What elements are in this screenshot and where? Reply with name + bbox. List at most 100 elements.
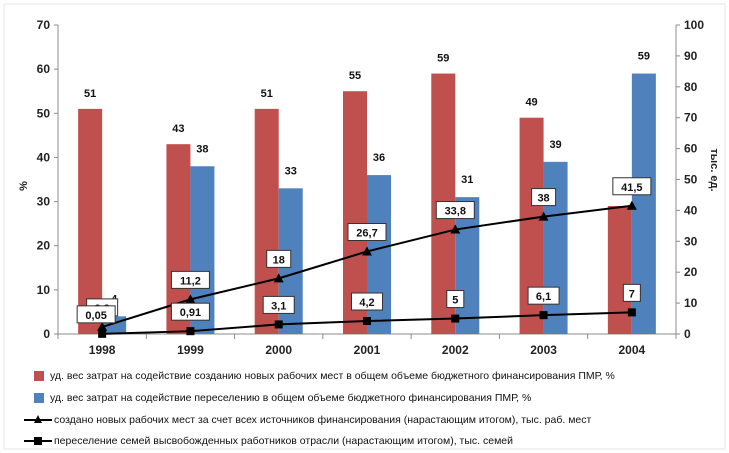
bar-data-label: 51 <box>261 88 273 100</box>
line-data-label-box <box>531 188 557 207</box>
line-data-label-box <box>76 305 116 324</box>
y-left-tick-label: 10 <box>37 283 51 297</box>
square-marker <box>98 329 107 338</box>
line-data-label-box <box>527 286 560 305</box>
line-data-label: 41,5 <box>612 177 652 196</box>
triangle-marker <box>450 224 461 234</box>
line-data-label-text: 0,91 <box>180 307 201 319</box>
x-tick-label: 2004 <box>619 343 646 357</box>
triangle-marker <box>626 200 637 210</box>
y-right-tick-label: 90 <box>684 49 698 63</box>
line-data-label-text: 5 <box>452 295 458 307</box>
line-data-label: 38 <box>531 188 557 207</box>
line-data-label-box <box>435 201 475 220</box>
y-right-tick-label: 30 <box>684 234 698 248</box>
lines <box>97 200 637 338</box>
line-data-label: 6,1 <box>527 286 560 305</box>
line-data-label-box <box>170 302 210 321</box>
bar-data-label: 36 <box>373 152 385 164</box>
bar-data-label: 51 <box>84 88 96 100</box>
line-data-label-text: 7 <box>629 288 635 300</box>
bar-data-label: 39 <box>549 139 561 151</box>
y-right-tick-label: 20 <box>684 265 698 279</box>
line-data-label: 18 <box>266 249 292 268</box>
square-marker <box>363 317 371 326</box>
line-data-label-text: 33,8 <box>445 206 466 218</box>
y-left-tick-label: 20 <box>37 239 51 253</box>
bar-data-label: 49 <box>525 97 537 109</box>
x-tick-label: 2003 <box>530 343 557 357</box>
line-data-label-text: 0,05 <box>85 310 106 322</box>
square-marker <box>274 320 283 329</box>
square-marker <box>627 308 636 317</box>
plot-area-border <box>3 3 726 450</box>
bar-data-label: 43 <box>172 123 184 135</box>
line-data-label: 0,05 <box>76 305 116 324</box>
y-right-axis-title: тыс. ед. <box>708 148 720 191</box>
y-right-tick-label: 60 <box>684 142 698 156</box>
y-left-tick-label: 50 <box>37 106 51 120</box>
line-data-label: 11,2 <box>170 270 210 289</box>
line-data-label-text: 3,1 <box>271 300 286 312</box>
y-left-tick-label: 0 <box>43 327 50 341</box>
y-right-tick-label: 100 <box>684 18 704 32</box>
x-tick-label: 2000 <box>265 343 292 357</box>
x-tick-label: 1999 <box>177 343 204 357</box>
line-data-label: 33,8 <box>435 201 475 220</box>
y-right-tick-label: 80 <box>684 80 698 94</box>
y-left-tick-label: 40 <box>37 150 51 164</box>
axes: 0 10 20 30 40 50 60 70 0 10 20 30 40 50 60 70 80 90 100 199… <box>37 18 705 357</box>
line-data-label-box <box>612 177 652 196</box>
bar-data-label: 55 <box>349 70 361 82</box>
bar <box>543 161 568 334</box>
triangle-marker <box>185 294 196 304</box>
bar-data-label: 59 <box>437 53 449 65</box>
line-data-label: 26,7 <box>347 222 387 241</box>
line-data-label-box <box>266 249 292 268</box>
y-left-tick-label: 70 <box>37 18 51 32</box>
line-data-label-text: 4,2 <box>359 297 374 309</box>
line-data-label-text: 38 <box>537 193 549 205</box>
line-data-label-box <box>262 295 295 314</box>
line-data-label: 3,1 <box>262 295 295 314</box>
y-left-tick-label: 30 <box>37 195 51 209</box>
line-data-label: 7 <box>622 283 641 302</box>
square-marker <box>186 327 195 336</box>
line-data-label-box <box>170 270 210 289</box>
y-right-tick-label: 40 <box>684 203 698 217</box>
data-labels: 5143515559492943833363139592,311,21826,7… <box>76 51 652 324</box>
triangle-marker <box>362 246 372 256</box>
bar <box>78 108 103 334</box>
line-data-label: 4,2 <box>351 292 383 311</box>
bar-data-label: 59 <box>638 51 650 63</box>
line-data-label: 5 <box>446 290 465 309</box>
bar-data-label: 38 <box>196 143 208 155</box>
square-marker <box>539 311 548 320</box>
line-data-label: 0,91 <box>170 302 210 321</box>
x-tick-label: 2002 <box>442 343 469 357</box>
line-data-label-text: 6,1 <box>536 291 551 303</box>
bar <box>455 197 480 334</box>
line-data-label-box <box>446 290 465 309</box>
x-tick-label: 2001 <box>354 343 381 357</box>
triangle-marker <box>273 273 284 283</box>
line-data-label-text: 41,5 <box>621 182 642 194</box>
line-data-label-box <box>347 222 387 241</box>
line-data-label-text: 26,7 <box>356 227 377 239</box>
line-data-label-box <box>622 283 641 302</box>
line-data-label-text: 18 <box>273 254 285 266</box>
y-right-tick-label: 50 <box>684 173 698 187</box>
y-right-tick-label: 0 <box>684 327 691 341</box>
square-marker <box>451 314 460 323</box>
y-left-tick-label: 60 <box>37 62 51 76</box>
line-data-label-text: 11,2 <box>180 275 201 287</box>
y-right-tick-label: 70 <box>684 111 698 125</box>
y-left-axis-title: % <box>18 181 30 191</box>
bar-data-label: 31 <box>461 174 473 186</box>
y-right-tick-label: 10 <box>684 296 698 310</box>
bar-data-label: 33 <box>285 165 297 177</box>
triangle-marker <box>97 321 108 331</box>
x-tick-label: 1998 <box>89 343 116 357</box>
line-data-label-box <box>351 292 383 311</box>
